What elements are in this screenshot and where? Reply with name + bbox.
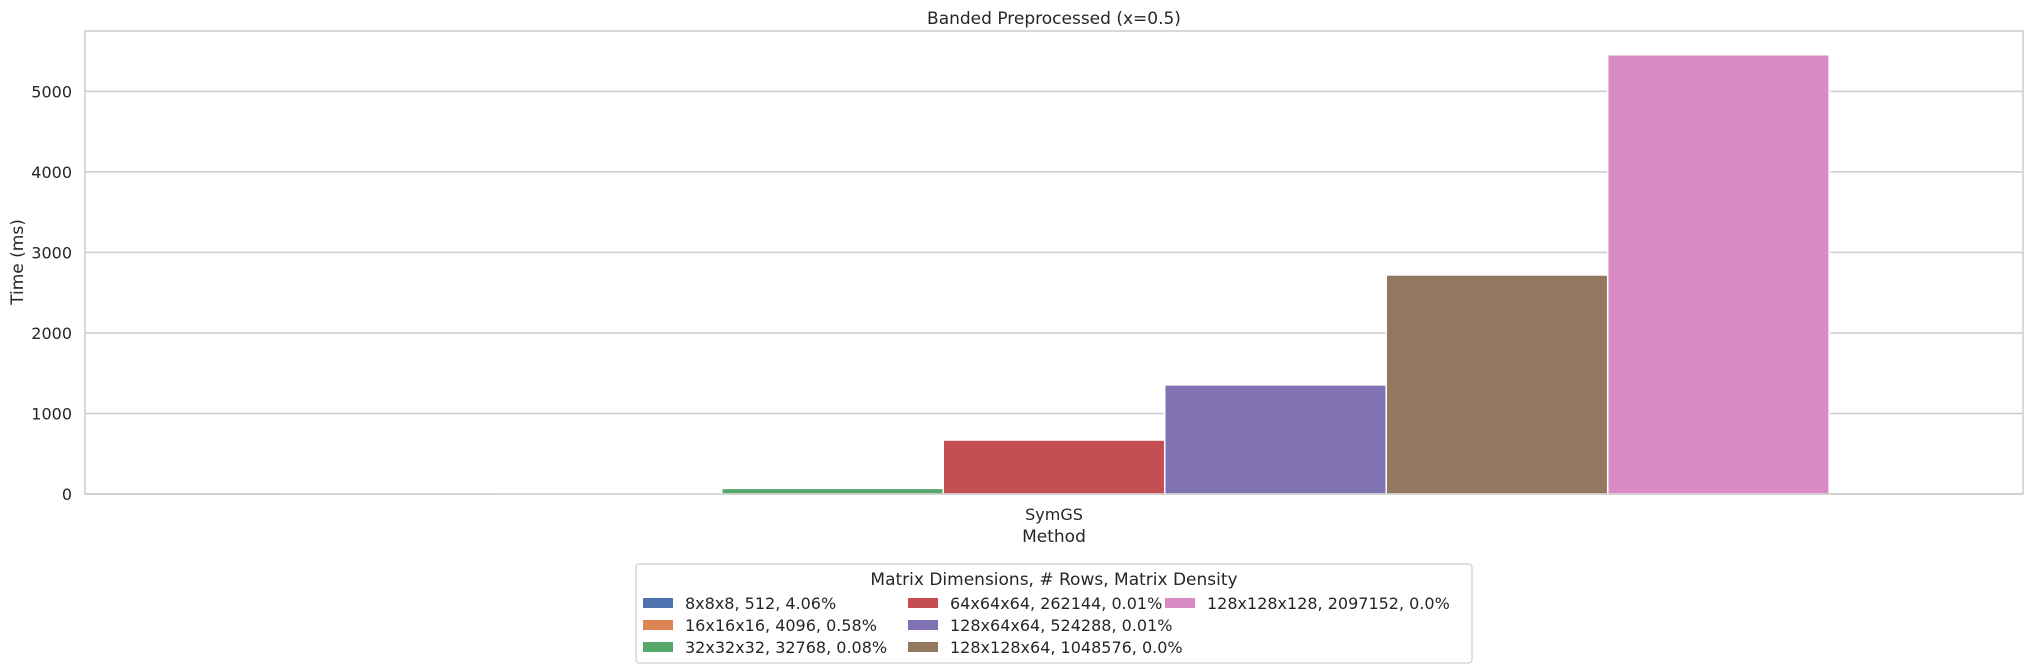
y-tick-labels: 0 1000 2000 3000 4000 5000: [31, 82, 72, 504]
legend-swatch: [643, 598, 673, 608]
legend-label: 8x8x8, 512, 4.06%: [685, 594, 836, 613]
legend-item: 64x64x64, 262144, 0.01%: [908, 594, 1162, 613]
y-tick-label: 3000: [31, 243, 72, 262]
legend-label: 128x64x64, 524288, 0.01%: [950, 616, 1172, 635]
bar-7: [1606, 54, 1830, 495]
legend-item: 16x16x16, 4096, 0.58%: [643, 616, 877, 635]
legend-swatch: [643, 642, 673, 652]
legend-item: 128x128x64, 1048576, 0.0%: [908, 638, 1183, 657]
legend-swatch: [1165, 598, 1195, 608]
bar-6: [1385, 274, 1609, 495]
legend-item: 128x64x64, 524288, 0.01%: [908, 616, 1172, 635]
legend-item: 32x32x32, 32768, 0.08%: [643, 638, 887, 657]
y-tick-label: 2000: [31, 324, 72, 343]
legend-swatch: [908, 598, 938, 608]
legend-label: 128x128x128, 2097152, 0.0%: [1207, 594, 1450, 613]
legend-swatch: [643, 620, 673, 630]
legend: Matrix Dimensions, # Rows, Matrix Densit…: [635, 563, 1473, 664]
legend-label: 64x64x64, 262144, 0.01%: [950, 594, 1162, 613]
chart-title: Banded Preprocessed (x=0.5): [927, 9, 1181, 29]
bar-4: [942, 439, 1166, 495]
legend-title: Matrix Dimensions, # Rows, Matrix Densit…: [870, 570, 1237, 590]
legend-swatch: [908, 642, 938, 652]
y-tick-label: 5000: [31, 82, 72, 101]
legend-label: 32x32x32, 32768, 0.08%: [685, 638, 887, 657]
bar-3: [721, 487, 945, 495]
legend-item: 128x128x128, 2097152, 0.0%: [1165, 594, 1450, 613]
x-axis-label: Method: [1022, 527, 1086, 547]
bars: [278, 54, 1830, 495]
y-axis-label: Time (ms): [8, 219, 28, 306]
legend-frame: [635, 563, 1473, 664]
legend-label: 128x128x64, 1048576, 0.0%: [950, 638, 1183, 657]
y-tick-label: 1000: [31, 404, 72, 423]
legend-label: 16x16x16, 4096, 0.58%: [685, 616, 877, 635]
legend-item: 8x8x8, 512, 4.06%: [643, 594, 836, 613]
y-tick-label: 0: [62, 485, 72, 504]
plot-frame: [84, 30, 2024, 495]
x-tick-labels: SymGS: [1025, 505, 1083, 524]
x-tick-label: SymGS: [1025, 505, 1083, 524]
bar-5: [1163, 384, 1387, 495]
y-tick-label: 4000: [31, 163, 72, 182]
legend-swatch: [908, 620, 938, 630]
